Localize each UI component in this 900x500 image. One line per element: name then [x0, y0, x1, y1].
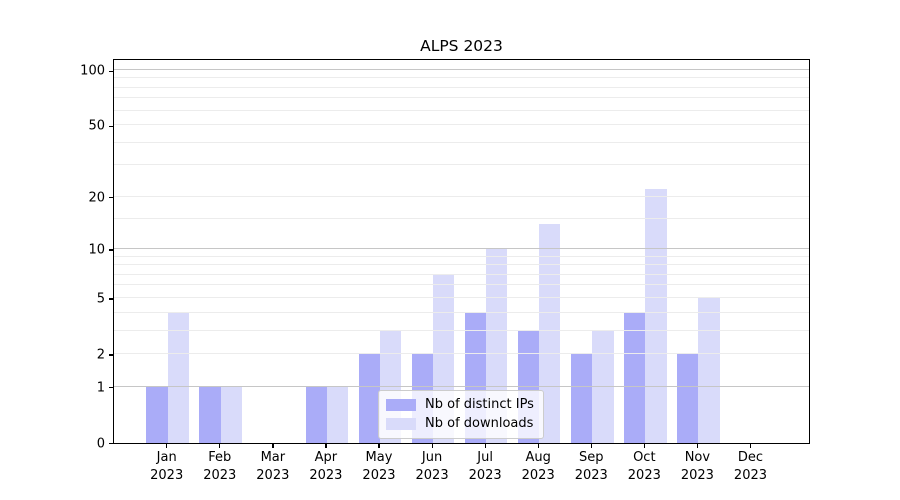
- x-tick-label-feb: Feb 2023: [203, 450, 237, 483]
- y-tick-mark-1: [109, 387, 113, 389]
- y-tick-label-0: 0: [96, 436, 105, 451]
- minor-gridline-5: [114, 296, 809, 298]
- minor-gridline-4: [114, 311, 809, 313]
- bar-jan-distinct-ips: [146, 386, 168, 443]
- bar-aug-downloads: [539, 223, 561, 443]
- major-gridline-1: [114, 385, 809, 387]
- y-tick-mark-20: [109, 197, 113, 199]
- bar-oct-downloads: [645, 189, 667, 443]
- x-tick-mark-apr: [325, 443, 327, 448]
- minor-gridline-8: [114, 264, 809, 266]
- bar-feb-distinct-ips: [199, 386, 221, 443]
- y-tick-mark-10: [109, 249, 113, 251]
- legend-swatch-distinct-ips: [386, 399, 416, 411]
- minor-gridline-20: [114, 195, 809, 197]
- bar-jan-downloads: [167, 312, 189, 443]
- y-tick-mark-100: [109, 70, 113, 72]
- x-tick-mark-mar: [272, 443, 274, 448]
- x-tick-mark-nov: [696, 443, 699, 448]
- chart-title: ALPS 2023: [420, 37, 503, 55]
- minor-gridline-60: [114, 109, 809, 111]
- y-tick-label-100: 100: [80, 63, 105, 79]
- y-tick-label-2: 2: [96, 347, 105, 363]
- y-tick-label-1: 1: [96, 380, 105, 396]
- minor-gridline-9: [114, 255, 809, 257]
- y-tick-mark-0: [109, 443, 113, 445]
- bar-apr-distinct-ips: [305, 386, 327, 443]
- minor-gridline-40: [114, 141, 809, 143]
- minor-gridline-6: [114, 284, 809, 286]
- x-tick-label-mar: Mar 2023: [256, 450, 290, 483]
- minor-gridline-90: [114, 77, 809, 79]
- x-tick-mark-dec: [749, 443, 752, 448]
- bar-oct-distinct-ips: [624, 312, 646, 443]
- x-tick-label-oct: Oct 2023: [627, 450, 661, 483]
- x-tick-mark-jun: [431, 443, 433, 448]
- major-gridline-10: [114, 247, 809, 249]
- x-tick-label-nov: Nov 2023: [680, 450, 714, 483]
- minor-gridline-50: [114, 124, 809, 126]
- minor-gridline-80: [114, 86, 809, 88]
- y-tick-mark-5: [109, 298, 113, 300]
- x-tick-label-jul: Jul 2023: [468, 450, 502, 483]
- minor-gridline-7: [114, 273, 809, 275]
- x-tick-mark-oct: [643, 443, 646, 448]
- x-tick-label-jan: Jan 2023: [150, 450, 184, 483]
- minor-gridline-15: [114, 217, 809, 219]
- legend-label-distinct-ips: Nb of distinct IPs: [425, 397, 534, 412]
- y-tick-mark-2: [109, 354, 113, 356]
- plot-area: [113, 59, 810, 444]
- x-tick-label-apr: Apr 2023: [309, 450, 343, 483]
- x-tick-label-aug: Aug 2023: [521, 450, 555, 483]
- x-tick-label-may: May 2023: [362, 450, 396, 483]
- legend-swatch-downloads: [386, 418, 416, 430]
- bar-feb-downloads: [220, 386, 243, 443]
- x-tick-label-dec: Dec 2023: [733, 450, 768, 483]
- x-tick-mark-jul: [484, 443, 486, 448]
- legend-label-downloads: Nb of downloads: [425, 416, 534, 431]
- y-tick-label-5: 5: [96, 291, 105, 307]
- x-tick-label-jun: Jun 2023: [415, 450, 449, 483]
- legend-item-distinct-ips: Nb of distinct IPs: [386, 397, 534, 413]
- y-tick-label-10: 10: [88, 242, 105, 258]
- y-tick-label-50: 50: [88, 118, 105, 134]
- x-tick-mark-sep: [590, 443, 592, 448]
- legend-item-downloads: Nb of downloads: [386, 416, 534, 432]
- x-tick-mark-jan: [166, 443, 168, 448]
- minor-gridline-70: [114, 97, 809, 99]
- legend: Nb of distinct IPs Nb of downloads: [378, 390, 544, 439]
- x-tick-mark-aug: [537, 443, 539, 448]
- x-tick-mark-may: [378, 443, 380, 448]
- bar-nov-distinct-ips: [677, 353, 699, 443]
- x-tick-label-sep: Sep 2023: [574, 450, 608, 483]
- y-tick-mark-50: [109, 125, 113, 127]
- x-tick-mark-feb: [219, 443, 221, 448]
- major-gridline-100: [114, 69, 809, 70]
- minor-gridline-3: [114, 329, 809, 331]
- bar-nov-downloads: [698, 297, 720, 443]
- bar-sep-distinct-ips: [570, 353, 593, 443]
- y-tick-label-20: 20: [88, 190, 105, 206]
- minor-gridline-2: [114, 352, 809, 354]
- bar-may-distinct-ips: [358, 353, 380, 443]
- minor-gridline-30: [114, 164, 809, 166]
- bar-apr-downloads: [326, 386, 349, 443]
